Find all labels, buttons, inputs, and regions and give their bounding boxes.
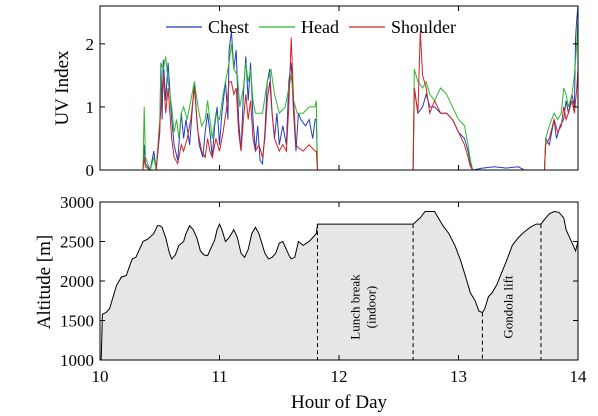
hour-x-axis-label: Hour of Day [291, 392, 388, 413]
altitude-y-axis-label: Altitude [m] [34, 235, 55, 329]
legend-label-shoulder: Shoulder [391, 17, 456, 37]
uv-legend: Chest Head Shoulder [166, 17, 456, 37]
uv-y-tick-label: 1 [86, 98, 95, 117]
hour-x-tick-label: 10 [92, 367, 109, 386]
hour-x-tick-label: 11 [211, 367, 227, 386]
uv-y-tick-label: 2 [86, 35, 95, 54]
uv-plot-frame [100, 6, 578, 170]
altitude-y-tick-label: 3000 [60, 193, 94, 212]
uv-series-lines [142, 5, 579, 172]
annotation-sublabel: (indoor) [363, 286, 378, 329]
annotation-label: Gondola lift [500, 275, 515, 339]
event-annotations: Lunch break (indoor) Gondola lift [347, 274, 515, 340]
hour-x-ticks: 10 11 12 13 14 [92, 202, 588, 386]
uv-y-ticks: 0 1 2 [86, 6, 579, 180]
altitude-y-tick-label: 2500 [60, 233, 94, 252]
altitude-y-tick-label: 1500 [60, 312, 94, 331]
altitude-y-tick-label: 1000 [60, 351, 94, 370]
event-lines [316, 224, 542, 360]
uv-index-panel: 0 1 2 Chest Head Shoulder UV Index [52, 5, 579, 180]
uv-y-tick-label: 0 [86, 161, 95, 180]
uv-series-head [142, 18, 579, 172]
legend-label-head: Head [301, 17, 339, 37]
annotation-label: Lunch break [347, 274, 362, 340]
altitude-y-ticks: 1000 1500 2000 2500 3000 [60, 193, 578, 370]
hour-x-tick-label: 13 [450, 367, 467, 386]
hour-x-tick-label: 12 [331, 367, 348, 386]
altitude-line [100, 210, 579, 361]
hour-x-tick-label: 14 [570, 367, 588, 386]
uv-y-axis-label: UV Index [52, 50, 73, 126]
uv-series-shoulder [142, 31, 579, 171]
altitude-y-tick-label: 2000 [60, 272, 94, 291]
altitude-panel: Lunch break (indoor) Gondola lift 1000 1500… [34, 193, 587, 413]
legend-label-chest: Chest [208, 17, 249, 37]
altitude-area [100, 211, 578, 360]
